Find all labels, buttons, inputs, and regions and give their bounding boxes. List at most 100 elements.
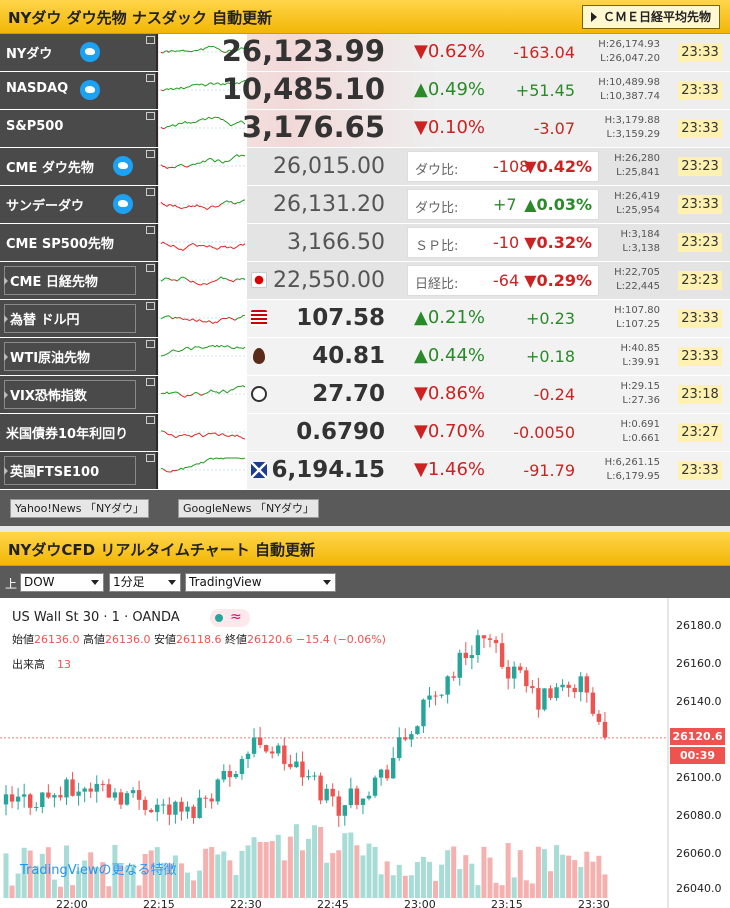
candle-body — [409, 734, 414, 740]
quote-body: 22,550.00 日経比: -64 ▼0.29% H:22,705 L:22,445 23… — [249, 262, 730, 299]
change-pct: ▼0.86% — [414, 383, 486, 404]
candle-body — [233, 774, 239, 778]
market-row[interactable]: NASDAQ 10,485.10 ▲0.49% +51.45 H:10,489.98 L:… — [0, 72, 730, 110]
chart-header: NYダウCFD リアルタイムチャート 自動更新 — [0, 532, 730, 566]
market-name-cell[interactable]: CME ダウ先物 — [0, 148, 158, 185]
sparkline-chart[interactable] — [159, 414, 247, 451]
candle-body — [560, 684, 565, 688]
sparkline-chart[interactable] — [159, 452, 247, 489]
candle-body — [185, 806, 190, 812]
market-row[interactable]: VIX恐怖指数 27.70 ▼0.86% -0.24 H:29.15 L:27.36 23:… — [0, 376, 730, 414]
volume-bar — [191, 880, 197, 898]
tradingview-chart[interactable]: US Wall St 30 · 1 · OANDA ≈ 始値26136.0 高値… — [0, 598, 730, 908]
twitter-icon[interactable] — [80, 80, 100, 100]
market-name: 米国債券10年利回り — [6, 427, 129, 442]
volume-bar — [330, 853, 336, 898]
market-row[interactable]: 英国FTSE100 6,194.15 ▼1.46% -91.79 H:6,261.15 L… — [0, 452, 730, 490]
volume-bar — [221, 851, 227, 898]
market-name-cell[interactable]: S&P500 — [0, 110, 158, 147]
candle-body — [203, 797, 208, 799]
sparkline-chart[interactable] — [159, 376, 247, 413]
chart-popup-icon[interactable] — [146, 150, 155, 158]
symbol-select[interactable]: DOW — [20, 573, 104, 592]
cme-nikkei-button[interactable]: ＣＭＥ日経平均先物 — [581, 5, 720, 29]
volume-bar — [94, 867, 100, 898]
y-axis-tick: 26060.0 — [676, 847, 722, 860]
candle-body — [499, 643, 505, 667]
market-row[interactable]: CME 日経先物 22,550.00 日経比: -64 ▼0.29% H:22,705 L:… — [0, 262, 730, 300]
market-name-cell[interactable]: サンデーダウ — [0, 186, 158, 223]
twitter-icon[interactable] — [113, 156, 133, 176]
price-value: 40.81 — [312, 343, 385, 369]
market-row[interactable]: サンデーダウ 26,131.20 ダウ比: +7 ▲0.03% H:26,419 L:25,… — [0, 186, 730, 224]
volume-bar — [281, 860, 287, 898]
market-row[interactable]: 米国債券10年利回り 0.6790 ▼0.70% -0.0050 H:0.691 L:0.… — [0, 414, 730, 452]
chart-popup-icon[interactable] — [146, 226, 155, 234]
interval-select[interactable]: 1分足 — [109, 573, 181, 592]
volume-bar — [275, 834, 281, 898]
volume-bar — [209, 847, 215, 898]
twitter-icon[interactable] — [113, 194, 133, 214]
market-row[interactable]: 為替 ドル円 107.58 ▲0.21% +0.23 H:107.80 L:107.25 2… — [0, 300, 730, 338]
market-name-cell[interactable]: 為替 ドル円 — [0, 300, 158, 337]
chart-popup-icon[interactable] — [146, 74, 155, 82]
market-name: CME SP500先物 — [6, 237, 114, 252]
market-name-cell[interactable]: WTI原油先物 — [0, 338, 158, 375]
chart-popup-icon[interactable] — [146, 340, 155, 348]
chart-popup-icon[interactable] — [146, 454, 155, 462]
candle-body — [58, 795, 63, 798]
chart-popup-icon[interactable] — [146, 378, 155, 386]
change-value: -3.07 — [533, 119, 575, 138]
market-row[interactable]: S&P500 3,176.65 ▼0.10% -3.07 H:3,179.88 L:3,1… — [0, 110, 730, 148]
sparkline-chart[interactable] — [159, 224, 247, 261]
market-name-cell[interactable]: 英国FTSE100 — [0, 452, 158, 489]
chart-popup-icon[interactable] — [146, 416, 155, 424]
chart-popup-icon[interactable] — [146, 188, 155, 196]
update-time: 23:18 — [678, 385, 722, 404]
market-name-cell[interactable]: 米国債券10年利回り — [0, 414, 158, 451]
sparkline-chart[interactable] — [159, 72, 247, 109]
sparkline-chart[interactable] — [159, 34, 247, 71]
change-pct: ▼1.46% — [414, 459, 486, 480]
chart-popup-icon[interactable] — [146, 264, 155, 272]
update-time: 23:33 — [678, 81, 722, 100]
sparkline-chart[interactable] — [159, 110, 247, 147]
price-value: 3,166.50 — [287, 230, 385, 255]
provider-select[interactable]: TradingView — [185, 573, 336, 592]
market-row[interactable]: NYダウ 26,123.99 ▼0.62% -163.04 H:26,174.93 L:2… — [0, 34, 730, 72]
candle-body — [82, 788, 87, 792]
candle-body — [263, 745, 269, 752]
sparkline-chart[interactable] — [159, 148, 247, 185]
market-name-cell[interactable]: CME SP500先物 — [0, 224, 158, 261]
quote-body: 3,176.65 ▼0.10% -3.07 H:3,179.88 L:3,159.29 2… — [242, 110, 730, 147]
sparkline-chart[interactable] — [159, 338, 247, 375]
market-name-cell[interactable]: NYダウ — [0, 34, 158, 71]
candle-body — [88, 788, 93, 792]
market-name-cell[interactable]: NASDAQ — [0, 72, 158, 109]
volume-bar — [427, 861, 432, 898]
candle-body — [173, 801, 178, 815]
yahoo-news-link[interactable]: Yahoo!News 「NYダウ」 — [10, 499, 149, 518]
market-row[interactable]: WTI原油先物 40.81 ▲0.44% +0.18 H:40.85 L:39.91 23:… — [0, 338, 730, 376]
google-news-link[interactable]: GoogleNews 「NYダウ」 — [178, 499, 319, 518]
market-name-cell[interactable]: CME 日経先物 — [0, 262, 158, 299]
price-value: 27.70 — [312, 381, 385, 407]
twitter-icon[interactable] — [80, 42, 100, 62]
high-low: H:107.80 L:107.25 — [614, 305, 660, 330]
tradingview-promo-link[interactable]: TradingViewの更なる特徴 — [20, 863, 177, 878]
market-name-cell[interactable]: VIX恐怖指数 — [0, 376, 158, 413]
chart-popup-icon[interactable] — [146, 302, 155, 310]
market-row[interactable]: CME ダウ先物 26,015.00 ダウ比: -108 ▼0.42% H:26,280 L… — [0, 148, 730, 186]
chart-popup-icon[interactable] — [146, 36, 155, 44]
sparkline-chart[interactable] — [159, 262, 247, 299]
market-row[interactable]: CME SP500先物 3,166.50 ＳＰ比: -10 ▼0.32% H:3,184 L… — [0, 224, 730, 262]
sparkline-chart[interactable] — [159, 300, 247, 337]
candlestick-plot[interactable] — [0, 598, 730, 908]
price-value: 26,015.00 — [273, 154, 385, 179]
change-value: -0.24 — [533, 385, 575, 404]
y-axis-tick: 26160.0 — [676, 657, 722, 670]
comparison-pct: ▼0.42% — [524, 157, 592, 176]
market-name: NYダウ — [6, 47, 53, 62]
chart-popup-icon[interactable] — [146, 112, 155, 120]
sparkline-chart[interactable] — [159, 186, 247, 223]
